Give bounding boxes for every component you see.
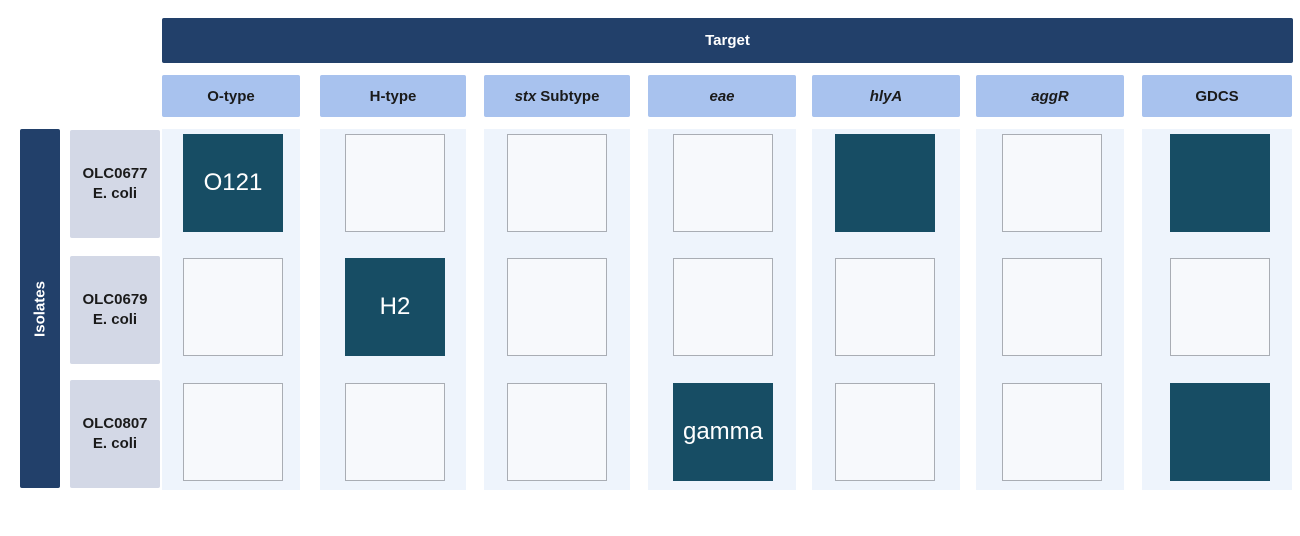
column-header-label: Subtype xyxy=(540,87,600,105)
cell-value: O121 xyxy=(203,169,263,196)
column-header-hlya: hlyA xyxy=(812,75,960,117)
isolate-organism: E. coli xyxy=(92,311,138,328)
column-header-label: aggR xyxy=(1031,87,1069,105)
isolate-id: OLC0679 xyxy=(82,291,148,308)
isolate-id: OLC0807 xyxy=(82,415,148,432)
grid-cell xyxy=(1002,258,1102,356)
grid-cell xyxy=(835,383,935,481)
cell-value: H2 xyxy=(379,293,411,320)
grid-cell xyxy=(345,134,445,232)
grid-cell xyxy=(1170,134,1270,232)
column-header-stx-subtype: stx Subtype xyxy=(484,75,630,117)
grid-cell xyxy=(507,383,607,481)
grid-cell xyxy=(673,134,773,232)
grid-cell xyxy=(345,383,445,481)
column-header-label: O-type xyxy=(207,87,255,105)
isolates-label: Isolates xyxy=(31,280,49,337)
grid-cell xyxy=(1002,134,1102,232)
row-header-olc0807: OLC0807 E. coli xyxy=(70,380,160,488)
target-label: Target xyxy=(705,32,750,49)
column-header-htype: H-type xyxy=(320,75,466,117)
column-header-label-italic: stx xyxy=(514,87,537,105)
row-header-olc0679: OLC0679 E. coli xyxy=(70,256,160,364)
grid-cell: O121 xyxy=(183,134,283,232)
column-header-eae: eae xyxy=(648,75,796,117)
isolate-id: OLC0677 xyxy=(82,165,148,182)
grid-cell xyxy=(1170,258,1270,356)
isolates-header: Isolates xyxy=(20,129,60,488)
cell-value: gamma xyxy=(682,418,764,445)
column-header-label: GDCS xyxy=(1195,87,1239,105)
grid-cell: H2 xyxy=(345,258,445,356)
target-header: Target xyxy=(162,18,1293,63)
column-header-label: eae xyxy=(709,87,735,105)
grid-cell xyxy=(673,258,773,356)
grid-cell xyxy=(507,134,607,232)
column-header-gdcs: GDCS xyxy=(1142,75,1292,117)
grid-cell xyxy=(835,134,935,232)
grid-cell xyxy=(1170,383,1270,481)
grid-cell xyxy=(507,258,607,356)
column-header-aggr: aggR xyxy=(976,75,1124,117)
row-header-olc0677: OLC0677 E. coli xyxy=(70,130,160,238)
grid-cell xyxy=(183,383,283,481)
column-header-label: hlyA xyxy=(869,87,903,105)
grid-cell xyxy=(1002,383,1102,481)
grid-cell xyxy=(835,258,935,356)
isolate-organism: E. coli xyxy=(92,185,138,202)
isolate-organism: E. coli xyxy=(92,435,138,452)
grid-cell: gamma xyxy=(673,383,773,481)
column-header-otype: O-type xyxy=(162,75,300,117)
column-header-label: H-type xyxy=(369,87,417,105)
grid-cell xyxy=(183,258,283,356)
